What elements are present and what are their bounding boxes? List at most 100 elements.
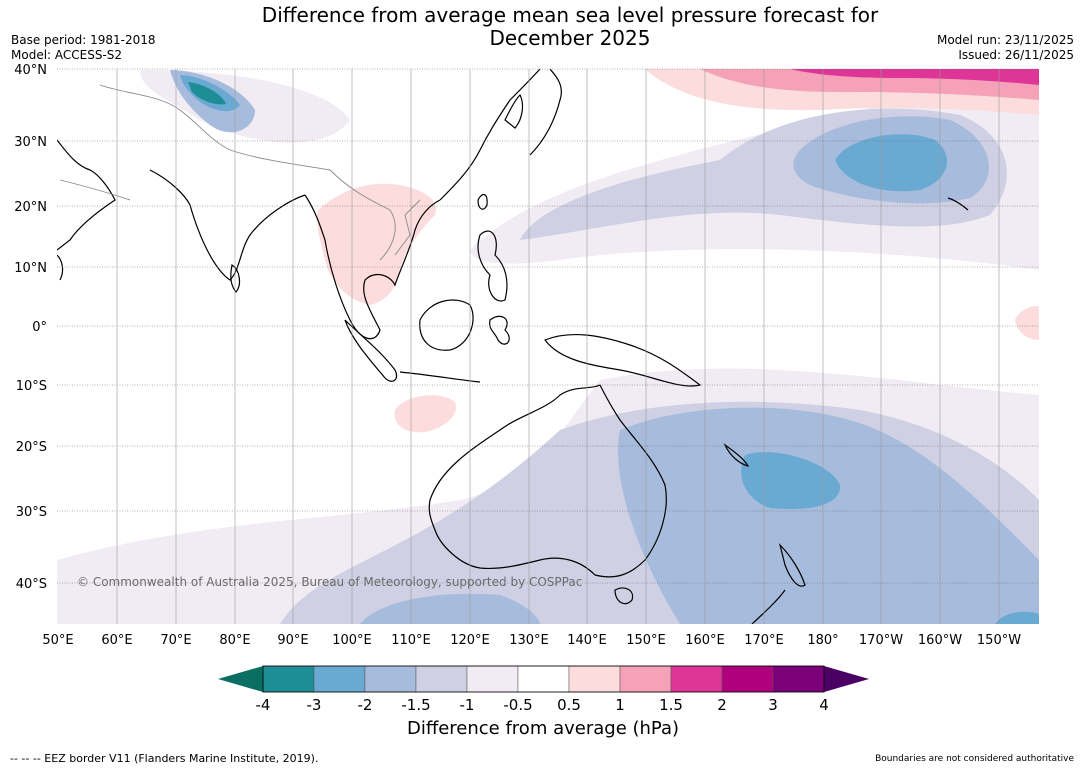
coastline-hawaii <box>947 197 969 211</box>
issued-date: Issued: 26/11/2025 <box>958 48 1074 62</box>
anomaly-southeast-core <box>995 611 1039 624</box>
lon-label: 160°W <box>918 633 962 648</box>
colorbar-tick-label: 3 <box>768 696 778 714</box>
latitude-labels: 40°N 30°N 20°N 10°N 0° 10°S 20°S 30°S 40… <box>14 63 47 592</box>
colorbar-tick-labels: -4 -3 -2 -1.5 -1 -0.5 0.5 1 1.5 2 3 4 <box>256 696 829 714</box>
anomaly-south-pacific-strong <box>618 407 1039 624</box>
colorbar-swatch <box>619 665 672 693</box>
page-title: Difference from average mean sea level p… <box>200 4 940 50</box>
border-himalaya <box>99 84 331 171</box>
title-line-2: December 2025 <box>489 26 651 50</box>
longitude-labels: 50°E 60°E 70°E 80°E 90°E 100°E 110°E 120… <box>42 633 1021 648</box>
colorbar-tick-label: -2 <box>358 696 373 714</box>
coastline-tasmania <box>614 587 634 605</box>
lon-label: 170°W <box>859 633 903 648</box>
lon-label: 110°E <box>391 633 431 648</box>
lon-label: 100°E <box>332 633 372 648</box>
lon-label: 70°E <box>160 633 191 648</box>
colorbar-swatch <box>415 665 468 693</box>
anomaly-north-pacific-core <box>835 134 947 192</box>
colorbar-swatch <box>466 665 519 693</box>
colorbar-swatch <box>313 665 366 693</box>
lon-label: 50°E <box>42 633 73 648</box>
lon-label: 140°E <box>567 633 607 648</box>
model-run: Model run: 23/11/2025 <box>936 33 1074 47</box>
coastline-arabia <box>57 139 116 251</box>
model-name: Model: ACCESS-S2 <box>11 48 123 62</box>
coastline-korea <box>504 93 524 129</box>
colorbar-swatch <box>364 665 417 693</box>
coastline-new-caledonia <box>723 443 750 467</box>
lon-label: 60°E <box>101 633 132 648</box>
colorbar-tick-label: -0.5 <box>503 696 532 714</box>
colorbar-swatch <box>772 665 825 693</box>
colorbar-tick-label: 2 <box>717 696 727 714</box>
lat-label: 40°S <box>16 577 47 592</box>
lat-label: 30°S <box>16 505 47 520</box>
lon-label: 180° <box>807 633 838 648</box>
lon-label: 150°W <box>977 633 1021 648</box>
lat-label: 20°S <box>16 440 47 455</box>
lat-label: 20°N <box>14 200 47 215</box>
lon-label: 170°E <box>744 633 784 648</box>
title-line-1: Difference from average mean sea level p… <box>261 3 879 27</box>
coastline-taiwan <box>477 194 488 210</box>
coastline-nz-south <box>751 589 786 624</box>
coastline-sumatra <box>344 319 398 382</box>
coastline-sulawesi <box>489 315 510 345</box>
colorbar-frame <box>262 665 825 693</box>
copyright-notice: © Commonwealth of Australia 2025, Bureau… <box>77 575 582 589</box>
colorbar-tick-label: -1.5 <box>401 696 430 714</box>
colorbar-tick-label: 1.5 <box>659 696 683 714</box>
coastline-borneo <box>419 299 474 351</box>
base-period: Base period: 1981-2018 <box>11 33 156 47</box>
colorbar-extend-high <box>824 666 869 692</box>
lon-label: 130°E <box>509 633 549 648</box>
colorbar-extend-low <box>218 666 263 692</box>
disclaimer: Boundaries are not considered authoritat… <box>875 754 1074 764</box>
lon-label: 90°E <box>277 633 308 648</box>
meridians <box>116 69 1000 624</box>
colorbar: -4 -3 -2 -1.5 -1 -0.5 0.5 1 1.5 2 3 4 <box>218 665 869 714</box>
anomaly-tasman-core <box>741 452 841 510</box>
border-laos <box>394 199 421 256</box>
coastline-africa-horn <box>57 254 64 281</box>
meta-right: Model run: 23/11/2025 Issued: 26/11/2025 <box>937 33 1074 63</box>
anomaly-himalaya-core <box>188 82 226 105</box>
coastline-china <box>439 69 541 201</box>
colorbar-swatch <box>721 665 774 693</box>
coastline-indochina <box>304 194 441 340</box>
eez-legend: -- -- -- EEZ border V11 (Flanders Marine… <box>10 752 319 765</box>
anomaly-east-pacific-positive <box>1015 305 1039 340</box>
colorbar-tick-label: 4 <box>819 696 829 714</box>
lat-label: 30°N <box>14 135 47 150</box>
lat-label: 10°S <box>16 379 47 394</box>
coastline-sri-lanka <box>230 264 241 293</box>
coastline-australia <box>428 384 667 578</box>
colorbar-title: Difference from average (hPa) <box>406 718 680 739</box>
pressure-anomaly-fields <box>57 69 1039 624</box>
meta-left: Base period: 1981-2018 Model: ACCESS-S2 <box>11 33 156 63</box>
border-west <box>59 179 131 201</box>
lat-label: 40°N <box>14 63 47 78</box>
anomaly-indian-ocean-positive <box>394 395 456 433</box>
coastline-philippines <box>477 230 508 302</box>
lon-label: 120°E <box>450 633 490 648</box>
colorbar-swatch <box>262 665 315 693</box>
lon-label: 160°E <box>685 633 725 648</box>
lon-label: 150°E <box>626 633 666 648</box>
graticule <box>57 68 1039 584</box>
colorbar-swatch <box>670 665 723 693</box>
colorbar-tick-label: -4 <box>256 696 271 714</box>
anomaly-southern-ocean-strong <box>360 593 540 624</box>
lat-label: 10°N <box>14 261 47 276</box>
border-indochina <box>329 169 396 261</box>
colorbar-tick-label: 1 <box>615 696 625 714</box>
colorbar-swatch <box>517 665 570 693</box>
coastline-japan <box>529 69 562 156</box>
lon-label: 80°E <box>219 633 250 648</box>
lat-label: 0° <box>32 320 47 335</box>
colorbar-swatch <box>568 665 621 693</box>
colorbar-boxes <box>262 665 825 693</box>
